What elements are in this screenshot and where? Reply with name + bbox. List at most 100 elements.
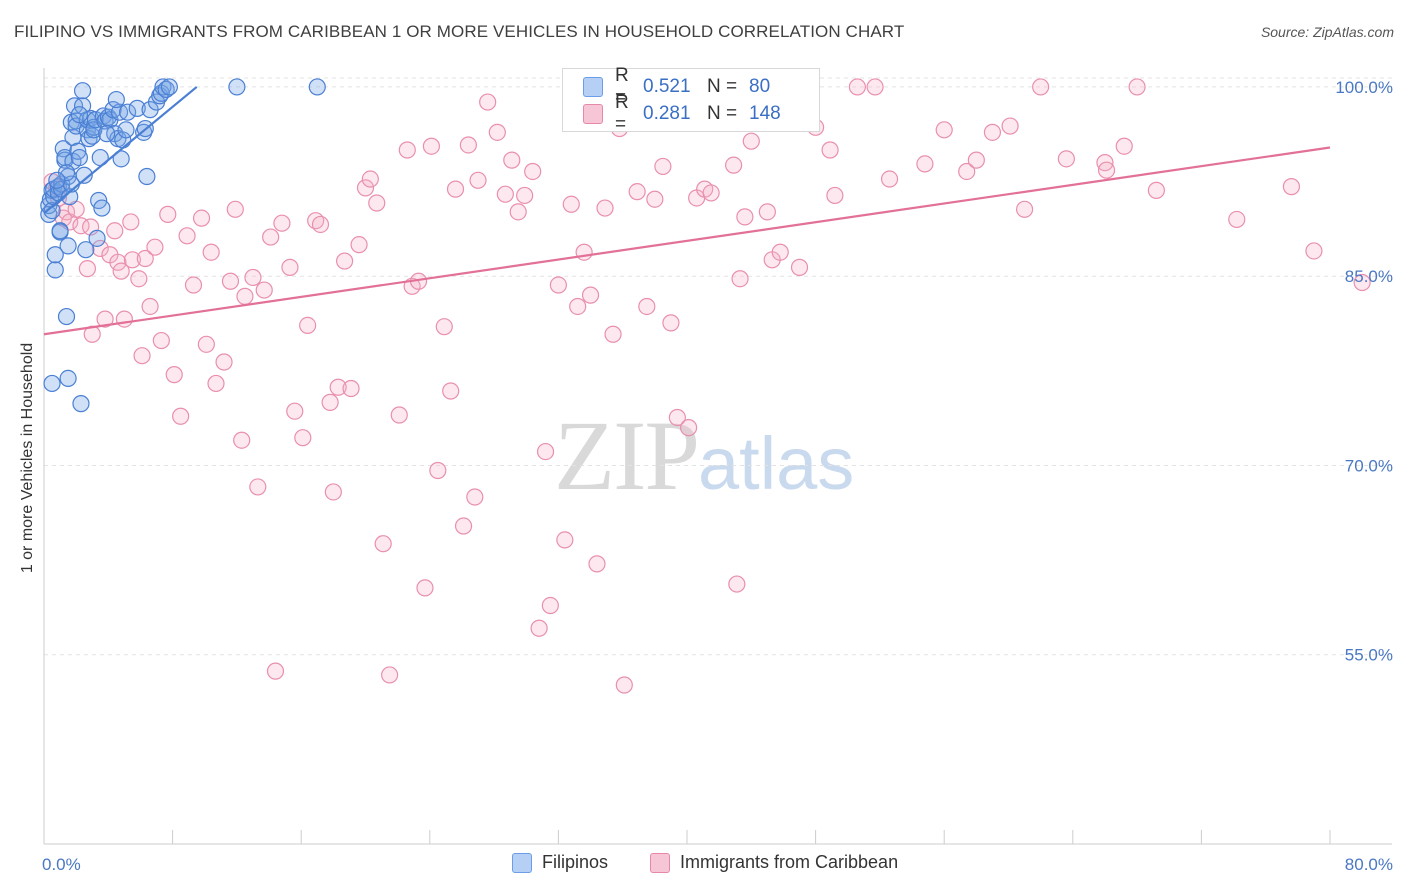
caribbean-point	[172, 407, 190, 425]
filipinos-point	[98, 125, 116, 143]
filipinos-legend-swatch	[512, 852, 532, 873]
filipinos-point	[43, 374, 61, 393]
legend-item-caribbean[interactable]: Immigrants from Caribbean	[650, 852, 898, 873]
caribbean-point	[541, 596, 559, 615]
filipinos-point	[46, 246, 64, 264]
caribbean-point	[530, 619, 548, 637]
filipinos-point	[69, 142, 87, 160]
caribbean-point	[588, 555, 606, 573]
legend-item-filipinos[interactable]: Filipinos	[512, 852, 608, 873]
filipinos-point	[75, 166, 93, 184]
caribbean-point	[536, 442, 555, 461]
n-label: N =	[707, 103, 738, 124]
filipinos-point	[70, 106, 88, 124]
caribbean-point	[336, 252, 354, 270]
caribbean-point	[197, 335, 215, 353]
filipinos-legend-label: Filipinos	[542, 852, 609, 872]
caribbean-point	[549, 276, 568, 294]
caribbean-point	[321, 393, 339, 411]
caribbean-point	[524, 162, 542, 181]
caribbean-point	[255, 281, 273, 299]
caribbean-point	[324, 483, 342, 501]
data-points	[40, 78, 1371, 694]
filipinos-point	[57, 307, 76, 326]
caribbean-point	[958, 162, 976, 181]
caribbean-point	[123, 251, 142, 269]
caribbean-point	[562, 195, 580, 213]
caribbean-point	[342, 379, 360, 398]
caribbean-point	[1353, 273, 1371, 292]
caribbean-point	[299, 316, 317, 335]
caribbean-point	[262, 228, 280, 246]
watermark: ZIPatlas	[554, 398, 854, 513]
filipinos-point	[80, 130, 98, 148]
caribbean-point	[1057, 150, 1075, 168]
caribbean-point	[91, 239, 109, 258]
caribbean-point	[668, 408, 686, 427]
watermark-zip: ZIP	[554, 400, 700, 511]
filipinos-point	[72, 395, 90, 413]
caribbean-point	[442, 382, 460, 400]
legend-row-caribbean: R = 0.281 N = 148	[583, 92, 781, 135]
caribbean-point	[826, 186, 844, 205]
filipinos-point	[157, 80, 175, 99]
caribbean-point	[581, 286, 600, 304]
caribbean-point	[628, 183, 646, 201]
caribbean-point	[503, 151, 521, 169]
caribbean-point	[184, 276, 203, 294]
caribbean-point	[1147, 181, 1165, 199]
caribbean-point	[130, 270, 148, 288]
filipinos-point	[43, 201, 61, 220]
caribbean-point	[731, 270, 749, 288]
caribbean-point	[680, 419, 698, 437]
series-legend: Filipinos Immigrants from Caribbean	[0, 852, 1406, 878]
caribbean-point	[935, 121, 953, 139]
caribbean-point	[466, 488, 484, 506]
caribbean-point	[1097, 161, 1116, 179]
caribbean-swatch	[583, 104, 603, 124]
caribbean-point	[1228, 210, 1246, 229]
caribbean-n-value: 148	[749, 103, 781, 124]
source-label: Source: ZipAtlas.com	[1260, 24, 1394, 40]
caribbean-point	[1015, 200, 1034, 218]
filipinos-point	[48, 171, 66, 189]
caribbean-point	[244, 268, 262, 287]
x-tick-label: 80.0%	[1345, 855, 1393, 874]
caribbean-point	[374, 535, 392, 553]
watermark-atlas: atlas	[698, 422, 855, 505]
caribbean-point	[790, 258, 809, 276]
caribbean-point	[496, 185, 514, 203]
caribbean-point	[233, 431, 251, 449]
caribbean-point	[569, 297, 587, 316]
caribbean-point	[356, 179, 375, 197]
caribbean-point	[152, 331, 170, 350]
chart-title: FILIPINO VS IMMIGRANTS FROM CARIBBEAN 1 …	[14, 22, 905, 41]
filipinos-swatch	[583, 77, 603, 97]
x-tick-label: 0.0%	[42, 855, 81, 874]
filipinos-point	[138, 167, 156, 186]
filipinos-point	[117, 121, 135, 139]
caribbean-point	[96, 310, 114, 328]
caribbean-point	[122, 213, 140, 231]
filipinos-point	[112, 150, 130, 168]
filipinos-point	[154, 78, 172, 96]
caribbean-point	[368, 194, 386, 212]
filipinos-point	[228, 78, 246, 96]
caribbean-point	[109, 253, 127, 271]
caribbean-point	[725, 156, 743, 174]
caribbean-point	[381, 666, 399, 684]
caribbean-point	[459, 136, 477, 154]
caribbean-point	[202, 243, 220, 261]
filipinos-point	[118, 103, 137, 121]
caribbean-point	[556, 531, 574, 549]
caribbean-point	[646, 190, 664, 208]
filipinos-point	[160, 78, 178, 96]
legend-row-filipinos: R = 0.521 N = 80	[583, 65, 770, 108]
filipinos-point	[46, 261, 64, 279]
stats-legend: R = 0.521 N = 80 R = 0.281 N = 148	[562, 65, 820, 135]
caribbean-point	[106, 222, 124, 240]
caribbean-point	[1001, 117, 1019, 135]
caribbean-point	[136, 249, 154, 268]
caribbean-point	[771, 243, 789, 261]
